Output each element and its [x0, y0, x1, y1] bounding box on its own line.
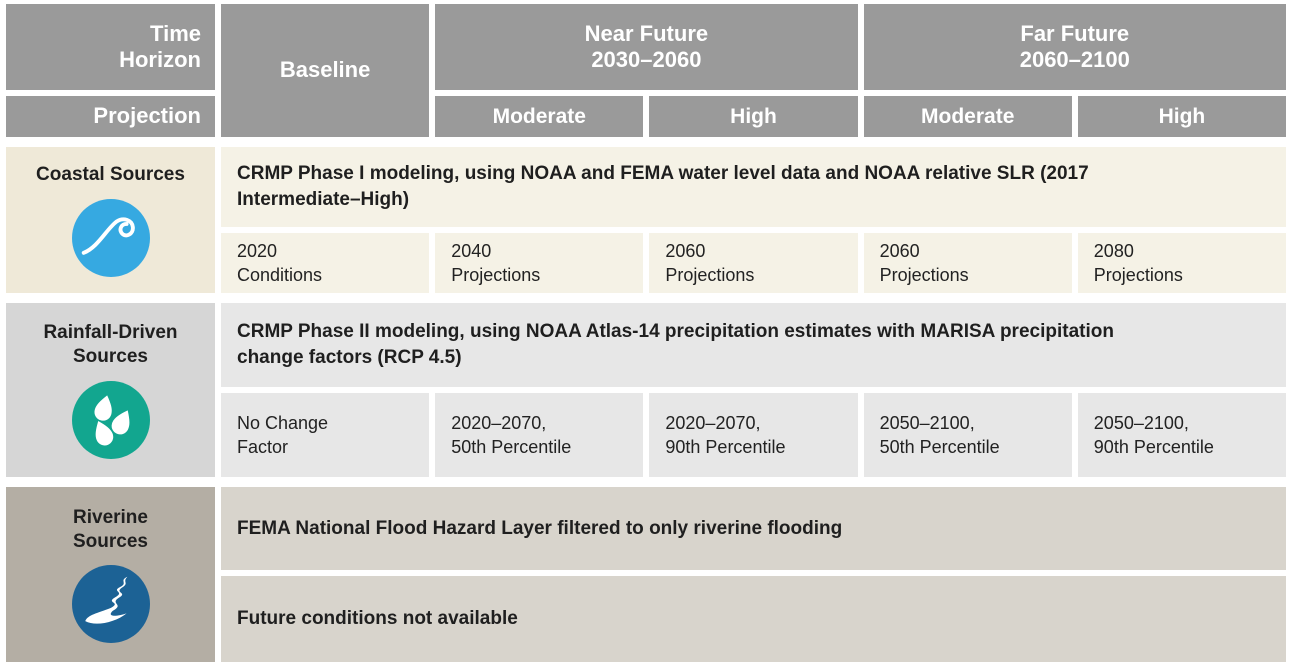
header-far-future: Far Future 2060–2100: [863, 4, 1286, 90]
riverine-description: FEMA National Flood Hazard Layer filtere…: [237, 517, 843, 539]
rainfall-near-moderate-cell: 2020–2070, 50th Percentile: [435, 393, 644, 477]
rainfall-far-high-cell: 2050–2100, 90th Percentile: [1077, 393, 1286, 477]
row-rainfall-sources: Rainfall-Driven Sources CRMP Phase II mo…: [6, 303, 1286, 477]
coastal-far-moderate-cell: 2060 Projections: [863, 233, 1072, 293]
river-icon: [71, 565, 150, 644]
header-far-moderate: Moderate: [863, 96, 1072, 137]
rainfall-label-cell: Rainfall-Driven Sources: [6, 303, 215, 477]
riverine-label-cell: Riverine Sources: [6, 487, 215, 662]
coastal-far-high-cell: 2080 Projections: [1077, 233, 1286, 293]
rainfall-description-cell: CRMP Phase II modeling, using NOAA Atlas…: [221, 303, 1286, 387]
coastal-label-cell: Coastal Sources: [6, 147, 215, 293]
coastal-near-high-cell: 2060 Projections: [649, 233, 858, 293]
near-future-range: 2030–2060: [591, 47, 702, 72]
rainfall-description: CRMP Phase II modeling, using NOAA Atlas…: [237, 321, 1114, 368]
rainfall-far-moderate-cell: 2050–2100, 50th Percentile: [863, 393, 1072, 477]
row-riverine-sources: Riverine Sources FEMA National Flood Haz…: [6, 487, 1286, 662]
raindrops-icon: [71, 380, 150, 459]
header-baseline-label: Baseline: [279, 57, 371, 83]
riverine-description-cell: FEMA National Flood Hazard Layer filtere…: [221, 487, 1286, 570]
coastal-description: CRMP Phase I modeling, using NOAA and FE…: [237, 163, 1089, 210]
far-future-range: 2060–2100: [1019, 47, 1130, 72]
coastal-baseline-cell: 2020 Conditions: [221, 233, 430, 293]
riverine-row-label: Riverine Sources: [73, 506, 148, 552]
header-projection: Projection: [6, 96, 215, 137]
rainfall-near-high-cell: 2020–2070, 90th Percentile: [649, 393, 858, 477]
coastal-row-label: Coastal Sources: [36, 164, 185, 186]
riverine-note-cell: Future conditions not available: [221, 576, 1286, 662]
rainfall-baseline-cell: No Change Factor: [221, 393, 430, 477]
row-coastal-sources: Coastal Sources CRMP Phase I modeling, u…: [6, 147, 1286, 293]
rainfall-row-label: Rainfall-Driven Sources: [43, 322, 178, 367]
header-baseline: Baseline: [221, 4, 430, 137]
header-near-moderate: Moderate: [435, 96, 644, 137]
header-near-future: Near Future 2030–2060: [435, 4, 858, 90]
header-time-horizon: Time Horizon: [6, 4, 215, 90]
wave-icon: [71, 198, 150, 277]
header-near-high: High: [649, 96, 858, 137]
table-header: Time Horizon Baseline Near Future 2030–2…: [6, 4, 1286, 137]
far-future-title: Far Future: [1020, 20, 1130, 46]
header-projection-label: Projection: [93, 103, 201, 129]
header-far-high: High: [1077, 96, 1286, 137]
coastal-near-moderate-cell: 2040 Projections: [435, 233, 644, 293]
near-future-title: Near Future: [584, 20, 709, 46]
coastal-description-cell: CRMP Phase I modeling, using NOAA and FE…: [221, 147, 1286, 227]
header-time-horizon-label: Time Horizon: [119, 20, 201, 72]
